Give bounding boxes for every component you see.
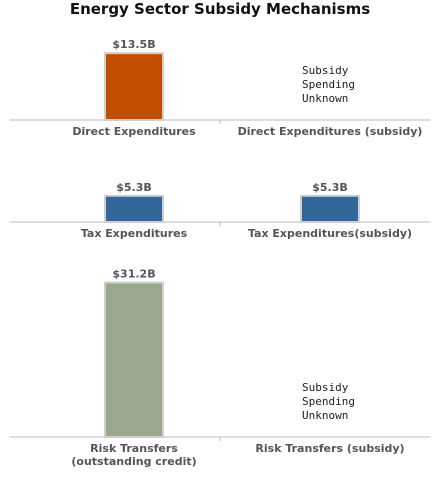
category-label: Tax Expenditures	[81, 227, 188, 240]
bar	[104, 281, 164, 438]
category-label: Direct Expenditures (subsidy)	[238, 125, 423, 138]
bar-value-label: $13.5B	[112, 38, 155, 51]
bar-value-label: $5.3B	[116, 181, 152, 194]
note-text: Spending	[302, 395, 355, 408]
note-text: Subsidy	[302, 381, 349, 394]
bar	[104, 52, 164, 121]
category-label: (outstanding credit)	[71, 455, 196, 468]
category-label: Tax Expenditures(subsidy)	[248, 227, 412, 240]
bar	[104, 194, 164, 223]
category-label: Direct Expenditures	[72, 125, 196, 138]
bar	[300, 194, 360, 223]
category-label: Risk Transfers (subsidy)	[255, 442, 404, 455]
category-label: Risk Transfers	[90, 442, 178, 455]
bar-value-label: $31.2B	[112, 268, 155, 281]
note-text: Spending	[302, 78, 355, 91]
bar-value-label: $5.3B	[312, 181, 348, 194]
note-text: Unknown	[302, 409, 348, 422]
chart-title: Energy Sector Subsidy Mechanisms	[69, 0, 371, 18]
note-text: Unknown	[302, 92, 348, 105]
note-text: Subsidy	[302, 64, 349, 77]
